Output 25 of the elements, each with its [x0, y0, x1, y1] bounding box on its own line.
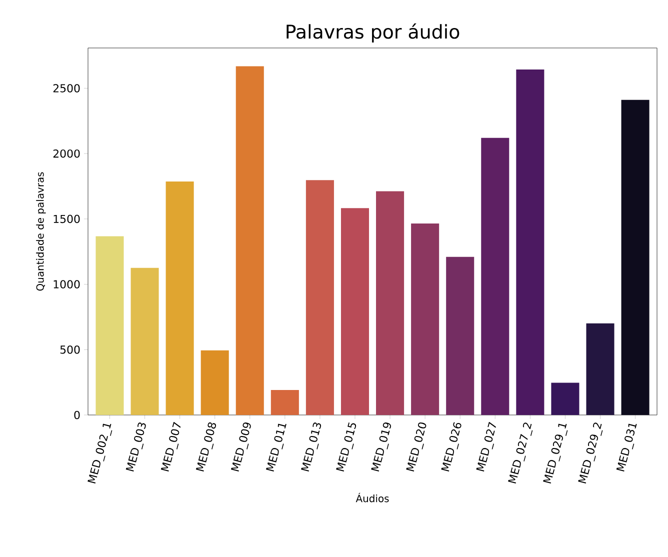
x-axis-title: Áudios: [356, 492, 389, 502]
bar: [516, 70, 544, 415]
bar: [586, 323, 614, 415]
bar: [236, 66, 264, 415]
bar: [200, 350, 229, 415]
bar: [551, 382, 580, 415]
bar: [96, 236, 124, 415]
y-tick-label: 1000: [54, 280, 80, 288]
chart-title: Palavras por áudio: [286, 23, 460, 42]
y-tick-label: 1500: [54, 214, 80, 224]
y-tick-label: 2000: [53, 149, 80, 158]
bar: [306, 180, 334, 415]
bar: [340, 208, 370, 415]
bar: [411, 224, 440, 415]
bar: [166, 182, 194, 415]
y-tick-label: 0: [74, 410, 80, 420]
bar: [270, 390, 299, 415]
bar: [130, 268, 159, 415]
bar: [621, 100, 650, 415]
y-axis-title: Quantidade de palavras: [36, 172, 46, 291]
bar: [376, 191, 404, 415]
y-tick-label: 500: [60, 346, 80, 354]
bar: [446, 256, 474, 415]
bar: [481, 138, 510, 415]
y-tick-label: 2500: [53, 84, 80, 92]
